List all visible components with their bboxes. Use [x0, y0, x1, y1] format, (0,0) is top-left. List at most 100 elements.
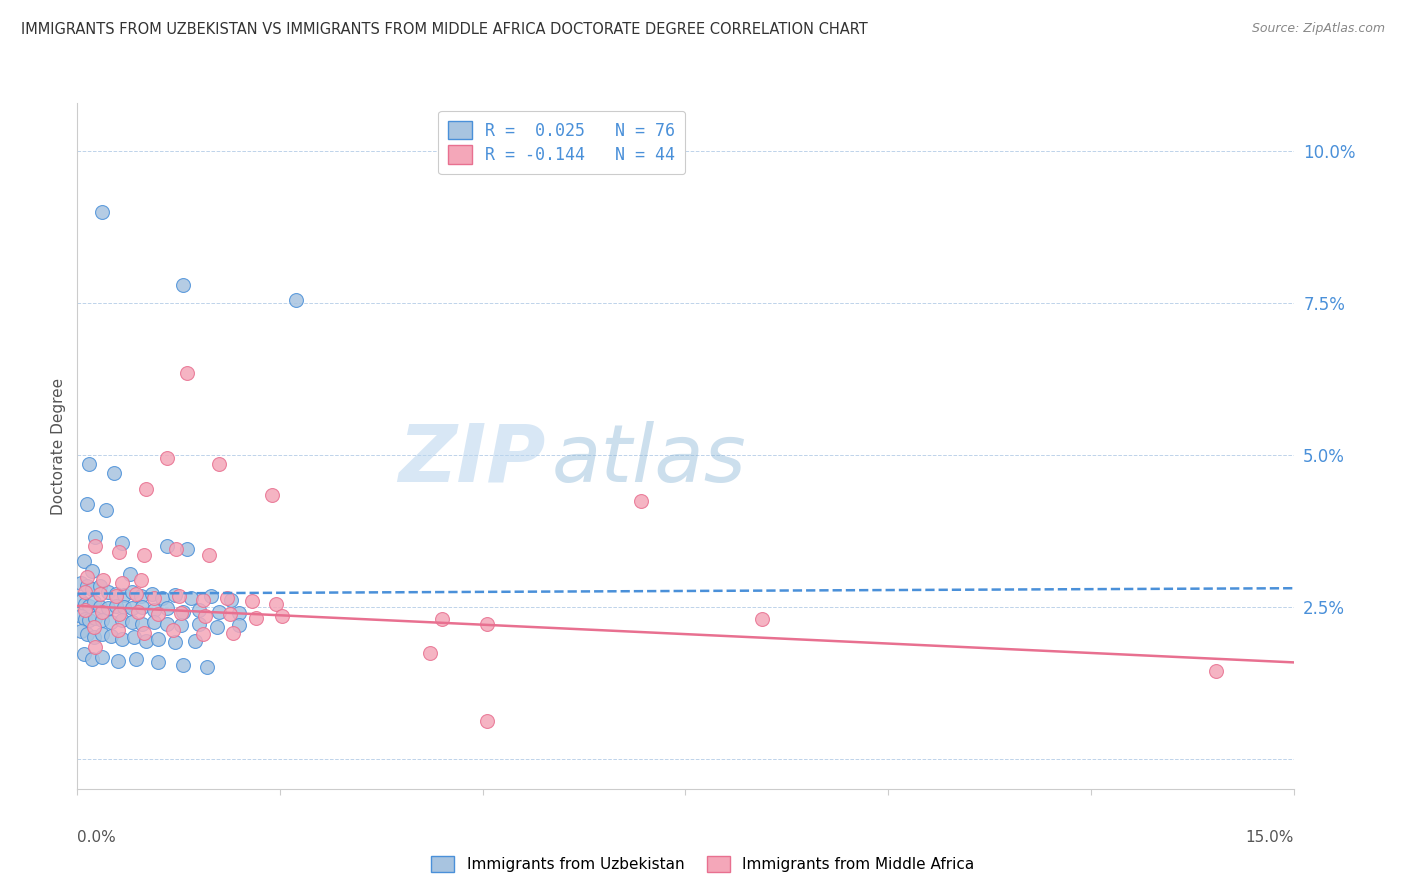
Point	[132, 549, 155, 563]
Point	[90, 627, 112, 641]
Point	[131, 600, 153, 615]
Point	[221, 592, 243, 607]
Point	[155, 451, 177, 466]
Text: Source: ZipAtlas.com: Source: ZipAtlas.com	[1251, 22, 1385, 36]
Y-axis label: Doctorate Degree: Doctorate Degree	[51, 377, 66, 515]
Point	[228, 606, 250, 620]
Point	[79, 599, 101, 613]
Point	[70, 624, 93, 639]
Point	[89, 587, 111, 601]
Point	[200, 589, 222, 603]
Point	[163, 635, 186, 649]
Point	[84, 611, 107, 625]
Text: 0.0%: 0.0%	[77, 830, 117, 845]
Point	[141, 587, 163, 601]
Point	[70, 575, 93, 590]
Point	[143, 615, 166, 630]
Point	[76, 579, 98, 593]
Point	[228, 618, 250, 632]
Point	[751, 612, 773, 626]
Point	[111, 632, 134, 646]
Point	[167, 589, 190, 603]
Point	[155, 539, 177, 553]
Point	[107, 654, 129, 668]
Point	[83, 631, 105, 645]
Legend: R =  0.025   N = 76, R = -0.144   N = 44: R = 0.025 N = 76, R = -0.144 N = 44	[439, 111, 685, 174]
Point	[83, 619, 105, 633]
Point	[184, 633, 207, 648]
Point	[475, 714, 498, 729]
Point	[148, 655, 170, 669]
Point	[83, 595, 105, 609]
Point	[121, 601, 143, 615]
Point	[94, 503, 117, 517]
Point	[270, 609, 292, 624]
Point	[148, 607, 170, 622]
Point	[76, 627, 98, 641]
Point	[148, 632, 170, 646]
Point	[285, 293, 308, 307]
Point	[121, 585, 143, 599]
Point	[91, 573, 114, 587]
Point	[194, 609, 217, 624]
Point	[143, 591, 166, 605]
Point	[79, 457, 101, 471]
Point	[260, 488, 283, 502]
Point	[430, 612, 453, 626]
Point	[122, 631, 145, 645]
Point	[135, 482, 157, 496]
Point	[217, 591, 239, 605]
Point	[89, 600, 111, 615]
Point	[75, 597, 97, 611]
Point	[105, 599, 128, 613]
Text: 15.0%: 15.0%	[1246, 830, 1294, 845]
Point	[105, 587, 128, 601]
Text: ZIP: ZIP	[398, 421, 546, 499]
Point	[105, 589, 128, 603]
Point	[205, 619, 228, 633]
Point	[129, 589, 152, 603]
Point	[97, 585, 120, 599]
Point	[70, 594, 93, 608]
Point	[125, 651, 148, 665]
Point	[143, 603, 166, 617]
Point	[108, 607, 131, 622]
Point	[80, 564, 103, 578]
Point	[208, 605, 231, 619]
Point	[195, 659, 218, 673]
Point	[73, 554, 96, 568]
Point	[111, 575, 134, 590]
Point	[90, 649, 112, 664]
Point	[188, 617, 211, 632]
Point	[135, 633, 157, 648]
Point	[107, 623, 129, 637]
Point	[170, 606, 193, 620]
Point	[84, 640, 107, 654]
Point	[162, 623, 184, 637]
Point	[75, 585, 97, 599]
Point	[155, 617, 177, 632]
Point	[155, 601, 177, 615]
Point	[132, 625, 155, 640]
Point	[90, 614, 112, 628]
Point	[80, 651, 103, 665]
Point	[127, 605, 149, 619]
Point	[163, 588, 186, 602]
Point	[191, 627, 214, 641]
Point	[197, 549, 219, 563]
Point	[240, 594, 263, 608]
Point	[79, 614, 101, 628]
Point	[172, 657, 194, 672]
Text: atlas: atlas	[551, 421, 747, 499]
Point	[170, 618, 193, 632]
Point	[630, 493, 652, 508]
Point	[125, 587, 148, 601]
Point	[90, 605, 112, 619]
Point	[89, 579, 111, 593]
Point	[131, 617, 153, 632]
Point	[121, 615, 143, 630]
Point	[245, 611, 267, 625]
Point	[264, 597, 287, 611]
Point	[222, 625, 245, 640]
Point	[100, 629, 122, 643]
